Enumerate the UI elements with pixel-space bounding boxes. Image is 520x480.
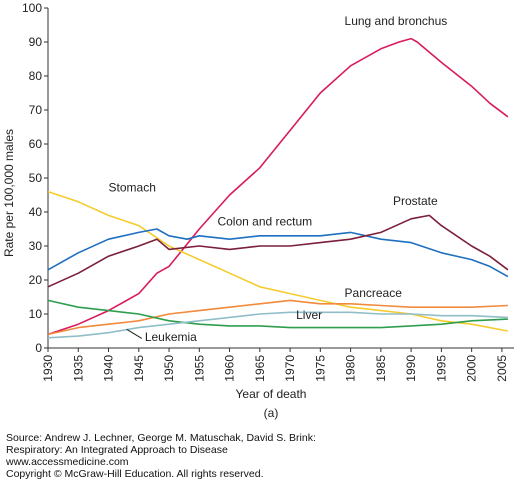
series-label-lung-and-bronchus: Lung and bronchus	[345, 14, 448, 28]
copyright-notice: Copyright © McGraw-Hill Education. All r…	[6, 468, 264, 480]
y-tick-label: 50	[29, 171, 43, 185]
source-credit-line: Source: Andrew J. Lechner, George M. Mat…	[6, 432, 316, 444]
source-website: www.accessmedicine.com	[6, 456, 129, 468]
x-tick-label: 2005	[495, 355, 509, 382]
y-tick-label: 100	[22, 1, 42, 15]
x-tick-label: 1945	[132, 355, 146, 382]
x-tick-label: 1980	[344, 355, 358, 382]
x-tick-label: 1955	[192, 355, 206, 382]
series-label-stomach: Stomach	[109, 181, 156, 195]
y-tick-label: 90	[29, 35, 43, 49]
series-line-stomach	[47, 190, 509, 332]
x-tick-label: 2000	[465, 355, 479, 382]
y-tick-label: 30	[29, 239, 43, 253]
x-tick-label: 1970	[283, 355, 297, 382]
y-tick-label: 40	[29, 205, 43, 219]
y-tick-label: 20	[29, 273, 43, 287]
series-label-pancreace: Pancreace	[345, 286, 403, 300]
y-tick-label: 0	[35, 341, 42, 355]
x-tick-label: 1940	[102, 355, 116, 382]
series-line-lung-and-bronchus	[47, 37, 509, 336]
x-tick-label: 1990	[404, 355, 418, 382]
x-tick-label: 1985	[374, 355, 388, 382]
series-line-liver	[47, 299, 508, 329]
x-axis-label: Year of death	[236, 387, 307, 401]
x-tick-label: 1975	[313, 355, 327, 382]
panel-label: (a)	[264, 406, 279, 420]
y-tick-label: 60	[29, 137, 43, 151]
series-layer	[47, 37, 509, 339]
series-line-pancreace	[47, 299, 508, 336]
x-tick-label: 1935	[71, 355, 85, 382]
y-tick-label: 10	[29, 307, 43, 321]
series-label-liver: Liver	[296, 308, 322, 322]
y-tick-label: 70	[29, 103, 43, 117]
x-tick-label: 1995	[434, 355, 448, 382]
leukemia-leader-line	[126, 328, 143, 339]
source-book-title: Respiratory: An Integrated Approach to D…	[6, 444, 228, 456]
y-tick-label: 80	[29, 69, 43, 83]
series-label-colon-and-rectum: Colon and rectum	[217, 215, 312, 229]
x-tick-label: 1930	[41, 355, 55, 382]
series-line-prostate	[47, 214, 509, 288]
axes: 0 10 20 30 40 50 60 70 80 90 100 1930 1935 1940 1945 19…	[22, 1, 514, 382]
x-tick-label: 1950	[162, 355, 176, 382]
series-label-leukemia: Leukemia	[145, 330, 197, 344]
x-tick-label: 1965	[253, 355, 267, 382]
y-axis-label: Rate per 100,000 males	[2, 129, 16, 257]
series-label-prostate: Prostate	[393, 194, 438, 208]
series-line-leukemia	[47, 311, 508, 339]
series-line-colon-and-rectum	[47, 228, 509, 278]
x-tick-label: 1960	[223, 355, 237, 382]
annotations: Lung and bronchus Stomach Colon and rectum…	[109, 14, 448, 344]
